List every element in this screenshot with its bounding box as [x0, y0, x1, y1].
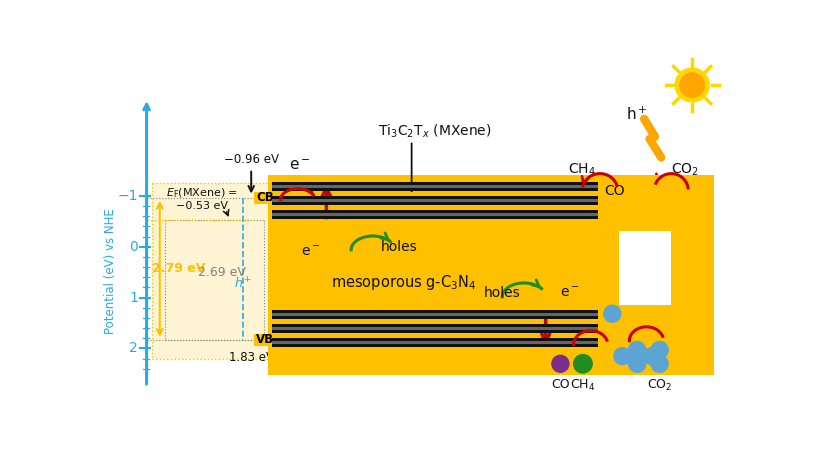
Text: −0.96 eV: −0.96 eV	[224, 153, 279, 166]
Text: holes: holes	[484, 286, 520, 300]
Text: Potential (eV) vs NHE: Potential (eV) vs NHE	[104, 208, 117, 334]
Text: −1: −1	[118, 189, 138, 203]
Circle shape	[574, 354, 592, 373]
Bar	[620, 232, 646, 375]
Text: 0: 0	[129, 240, 138, 254]
Text: CO$_2$: CO$_2$	[647, 378, 672, 393]
Text: h$^+$: h$^+$	[625, 106, 647, 123]
Bar	[272, 210, 598, 219]
Text: CH$_4$: CH$_4$	[570, 378, 595, 393]
Text: CO: CO	[551, 378, 570, 391]
Bar	[272, 338, 598, 347]
Bar	[672, 175, 714, 375]
Text: h$^+$: h$^+$	[233, 276, 252, 291]
Text: 1.83 eV: 1.83 eV	[228, 351, 274, 364]
Bar	[272, 199, 598, 202]
Bar	[620, 232, 646, 305]
Circle shape	[628, 341, 646, 359]
Text: CH$_4$: CH$_4$	[568, 161, 596, 178]
Bar	[272, 182, 598, 191]
FancyBboxPatch shape	[254, 333, 276, 346]
Bar	[272, 313, 598, 316]
Bar	[646, 175, 674, 375]
Circle shape	[552, 355, 569, 372]
Bar	[593, 175, 714, 232]
Text: 2.69 eV: 2.69 eV	[198, 266, 246, 279]
Bar	[620, 175, 646, 375]
Text: 2.79 eV: 2.79 eV	[153, 262, 206, 275]
Circle shape	[628, 355, 646, 372]
Bar	[152, 183, 271, 359]
Bar	[272, 185, 598, 188]
Text: VB: VB	[256, 333, 274, 346]
Text: mesoporous g-C$_3$N$_4$: mesoporous g-C$_3$N$_4$	[331, 273, 476, 292]
Text: e$^-$: e$^-$	[289, 158, 310, 173]
Text: −0.53 eV: −0.53 eV	[176, 200, 228, 211]
Bar	[593, 175, 621, 375]
Bar	[272, 327, 598, 330]
Text: 1: 1	[129, 291, 138, 305]
Text: 2: 2	[129, 341, 138, 355]
Circle shape	[680, 73, 704, 97]
Bar	[272, 341, 598, 344]
Bar	[272, 310, 598, 319]
Text: holes: holes	[380, 240, 417, 254]
Text: Ti$_3$C$_2$T$_x$ (MXene): Ti$_3$C$_2$T$_x$ (MXene)	[378, 123, 492, 140]
Bar	[593, 305, 714, 375]
Circle shape	[643, 348, 660, 365]
Text: e$^-$: e$^-$	[301, 245, 320, 259]
Bar	[272, 196, 598, 205]
Text: e$^-$: e$^-$	[560, 286, 580, 300]
Bar	[593, 232, 620, 375]
Text: $E_\mathrm{F}$(MXene) =: $E_\mathrm{F}$(MXene) =	[167, 186, 238, 200]
Circle shape	[675, 68, 709, 102]
Bar	[272, 213, 598, 216]
Bar	[268, 175, 714, 375]
Circle shape	[651, 341, 668, 359]
FancyBboxPatch shape	[254, 192, 276, 204]
Text: CO$_2$: CO$_2$	[672, 161, 699, 178]
Circle shape	[614, 348, 631, 365]
Text: CB: CB	[256, 192, 274, 205]
Circle shape	[651, 355, 668, 372]
Bar	[593, 175, 714, 375]
Text: CO: CO	[604, 184, 625, 198]
Circle shape	[604, 306, 621, 322]
Bar	[272, 324, 598, 333]
